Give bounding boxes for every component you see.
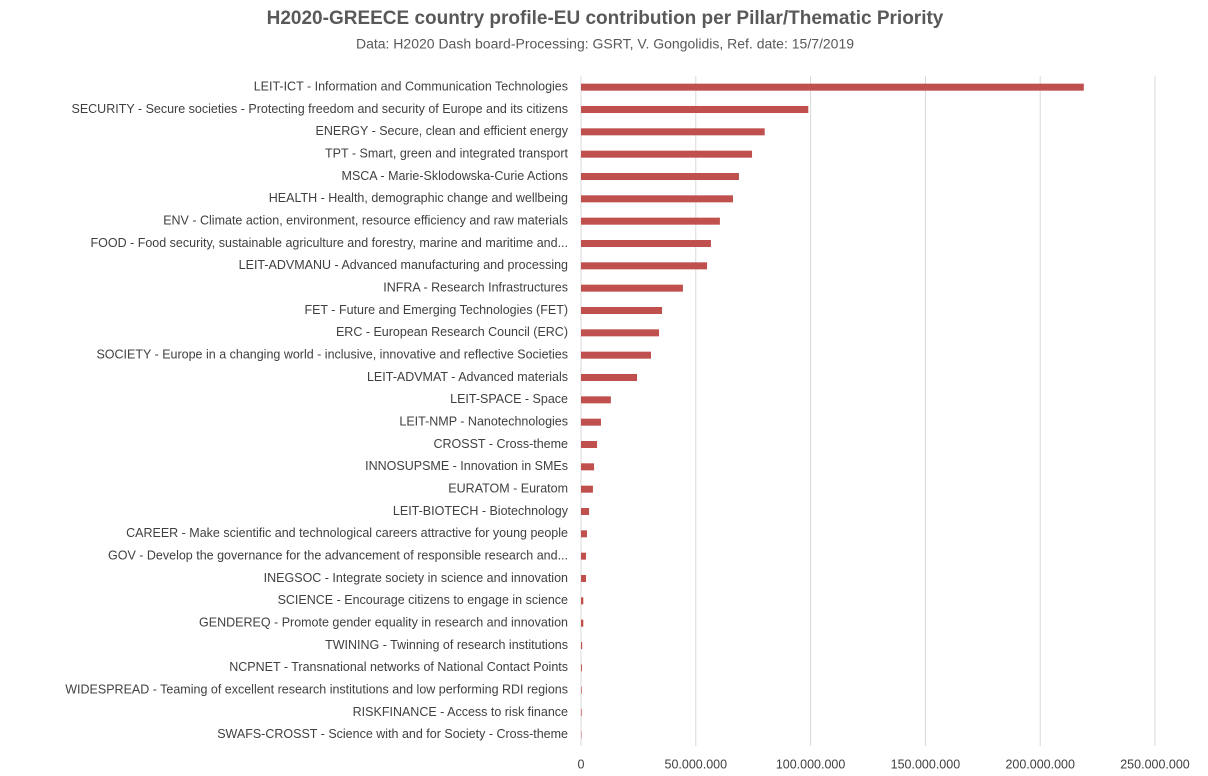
- x-tick-label: 150.000.000: [891, 757, 961, 771]
- bar: [581, 150, 753, 158]
- bar: [581, 351, 652, 359]
- y-tick-label: EURATOM - Euratom: [448, 481, 568, 495]
- bar: [581, 217, 720, 225]
- x-tick-label: 0: [578, 757, 585, 771]
- bar: [581, 552, 587, 560]
- bar: [581, 284, 683, 292]
- y-tick-label: SWAFS-CROSST - Science with and for Soci…: [217, 727, 568, 741]
- bar: [581, 664, 582, 672]
- chart-title: H2020-GREECE country profile-EU contribu…: [267, 8, 944, 29]
- chart-subtitle: Data: H2020 Dash board-Processing: GSRT,…: [356, 36, 854, 52]
- y-tick-label: CROSST - Cross-theme: [433, 437, 568, 451]
- bar: [581, 686, 582, 694]
- y-tick-label: LEIT-SPACE - Space: [450, 392, 568, 406]
- y-tick-label: MSCA - Marie-Sklodowska-Curie Actions: [342, 169, 568, 183]
- bar: [581, 597, 584, 605]
- y-tick-label: SECURITY - Secure societies - Protecting…: [71, 102, 568, 116]
- y-tick-label: TWINING - Twinning of research instituti…: [325, 638, 568, 652]
- bar: [581, 307, 663, 314]
- bar: [581, 441, 598, 448]
- y-tick-label: INNOSUPSME - Innovation in SMEs: [365, 459, 568, 473]
- bar: [581, 530, 587, 538]
- y-tick-label: CAREER - Make scientific and technologic…: [126, 526, 568, 540]
- x-tick-label: 250.000.000: [1120, 757, 1190, 771]
- x-tick-label: 200.000.000: [1005, 757, 1075, 771]
- bar: [581, 642, 583, 649]
- y-tick-label: TPT - Smart, green and integrated transp…: [325, 146, 568, 160]
- y-tick-label: LEIT-BIOTECH - Biotechnology: [393, 504, 569, 518]
- y-tick-label: LEIT-ADVMANU - Advanced manufacturing an…: [239, 258, 568, 272]
- bar: [581, 374, 638, 381]
- bar: [581, 262, 708, 270]
- x-tick-label: 100.000.000: [776, 757, 846, 771]
- y-tick-label: LEIT-ICT - Information and Communication…: [254, 79, 568, 93]
- y-tick-label: LEIT-ADVMAT - Advanced materials: [367, 370, 568, 384]
- bar: [581, 195, 733, 203]
- bar: [581, 508, 590, 515]
- bar: [581, 128, 765, 136]
- bar: [581, 485, 593, 493]
- y-tick-label: GENDEREQ - Promote gender equality in re…: [199, 615, 568, 629]
- y-tick-label: NCPNET - Transnational networks of Natio…: [229, 660, 568, 674]
- y-tick-label: WIDESPREAD - Teaming of excellent resear…: [65, 682, 568, 696]
- bar: [581, 106, 809, 113]
- y-tick-label: GOV - Develop the governance for the adv…: [108, 548, 568, 562]
- bar: [581, 396, 611, 404]
- y-tick-label: RISKFINANCE - Access to risk finance: [353, 705, 568, 719]
- y-tick-label: INEGSOC - Integrate society in science a…: [264, 571, 568, 585]
- bar: [581, 240, 711, 247]
- y-tick-label: INFRA - Research Infrastructures: [383, 280, 568, 294]
- y-tick-label: ENV - Climate action, environment, resou…: [163, 213, 568, 227]
- bar: [581, 83, 1084, 91]
- bar: [581, 463, 595, 471]
- y-tick-label: ERC - European Research Council (ERC): [336, 325, 568, 339]
- y-tick-label: HEALTH - Health, demographic change and …: [269, 191, 568, 205]
- y-tick-label: ENERGY - Secure, clean and efficient ene…: [316, 124, 569, 138]
- bar: [581, 575, 587, 582]
- y-tick-label: LEIT-NMP - Nanotechnologies: [399, 414, 568, 428]
- bar: [581, 709, 582, 716]
- bar: [581, 173, 739, 180]
- y-tick-label: FET - Future and Emerging Technologies (…: [304, 303, 568, 317]
- x-tick-label: 50.000.000: [665, 757, 728, 771]
- bar: [581, 619, 584, 627]
- y-tick-label: SCIENCE - Encourage citizens to engage i…: [278, 593, 568, 607]
- y-tick-label: FOOD - Food security, sustainable agricu…: [90, 236, 568, 250]
- bar: [581, 329, 660, 337]
- y-tick-label: SOCIETY - Europe in a changing world - i…: [96, 347, 568, 361]
- bar: [581, 418, 601, 426]
